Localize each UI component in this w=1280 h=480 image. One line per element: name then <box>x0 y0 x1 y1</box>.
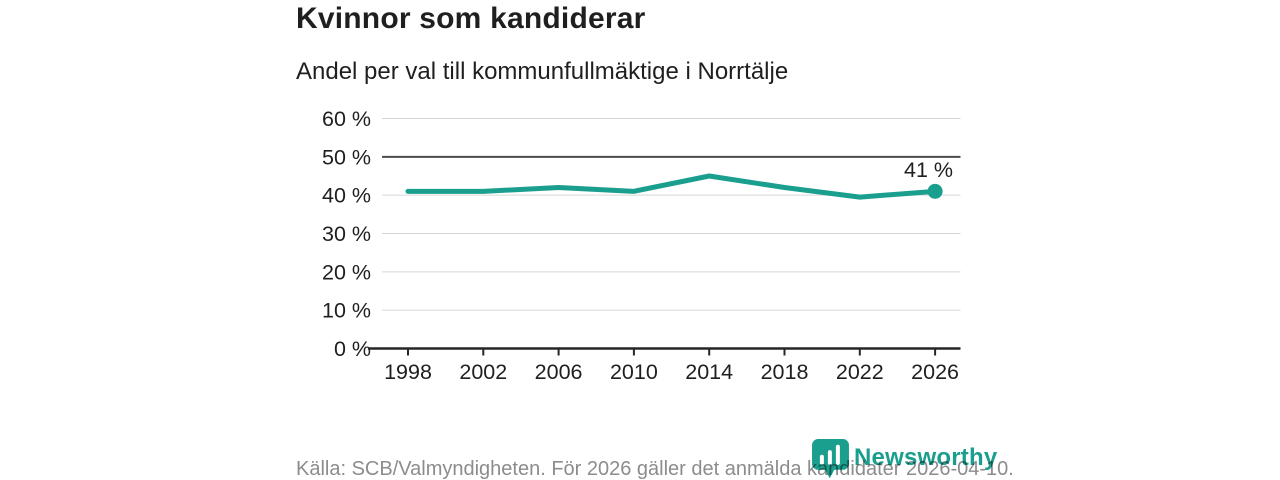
y-axis-tick-label: 20 % <box>322 260 371 284</box>
x-axis-tick-label: 1998 <box>384 360 432 384</box>
y-axis-tick-label: 60 % <box>322 107 371 131</box>
data-line <box>405 173 938 200</box>
newsworthy-wordmark: Newsworthy <box>854 444 998 471</box>
chart-title: Kvinnor som kandiderar <box>296 2 646 35</box>
x-axis-tick-label: 2026 <box>911 360 959 384</box>
x-axis-tick-label: 2010 <box>610 360 658 384</box>
x-axis-tick-label: 2006 <box>535 360 583 384</box>
newsworthy-chart-bubble-icon <box>812 439 849 479</box>
x-axis-tick-label: 2014 <box>685 360 733 384</box>
end-point-value-label: 41 % <box>904 158 953 182</box>
y-axis-tick-label: 10 % <box>322 299 371 323</box>
x-axis-tick-label: 2018 <box>761 360 809 384</box>
x-axis-tick-label: 2022 <box>836 360 884 384</box>
newsworthy-logo: Newsworthy <box>812 439 997 479</box>
y-axis-tick-label: 40 % <box>322 184 371 208</box>
end-point-marker <box>927 183 943 199</box>
y-axis-tick-label: 0 % <box>334 337 371 361</box>
chart-subtitle: Andel per val till kommunfullmäktige i N… <box>296 58 789 85</box>
x-axis-tick-label: 2002 <box>459 360 507 384</box>
y-axis-tick-label: 50 % <box>322 145 371 169</box>
y-axis-tick-label: 30 % <box>322 222 371 246</box>
